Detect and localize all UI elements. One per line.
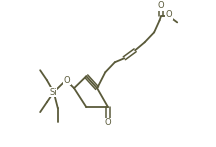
Text: Si: Si <box>49 88 57 97</box>
Text: O: O <box>158 1 164 10</box>
Text: O: O <box>64 76 70 85</box>
Text: O: O <box>166 10 172 19</box>
Text: O: O <box>105 118 111 127</box>
